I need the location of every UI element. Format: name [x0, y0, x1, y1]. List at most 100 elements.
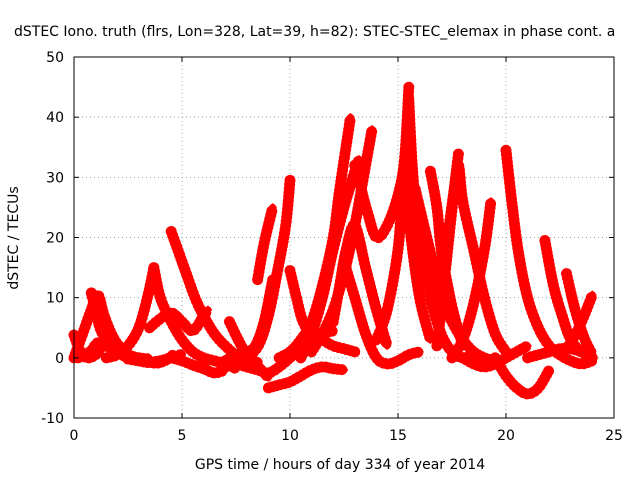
data-point-marker [577, 359, 586, 368]
series-arc-37 [522, 342, 588, 364]
data-point-marker [480, 353, 489, 362]
data-point-marker [480, 245, 489, 254]
data-point-marker [383, 305, 392, 314]
data-point-marker [383, 359, 392, 368]
y-tick-label: 20 [46, 231, 64, 247]
data-point-marker [404, 95, 413, 104]
data-point-marker [372, 335, 381, 344]
data-point-marker [361, 263, 370, 272]
data-point-marker [253, 365, 262, 374]
data-point-marker [296, 371, 305, 380]
series-arc-05 [100, 262, 160, 364]
data-point-marker [286, 176, 294, 185]
series-arc-23 [349, 81, 415, 244]
data-point-marker [188, 347, 197, 356]
data-point-marker [458, 353, 467, 362]
data-point-marker [577, 317, 586, 326]
y-tick-label: 10 [46, 291, 64, 307]
data-point-marker [534, 350, 543, 359]
series-arc-33 [489, 352, 555, 400]
series-plus-markers [500, 144, 598, 370]
data-point-marker [469, 299, 478, 308]
data-point-marker [350, 221, 359, 230]
data-point-marker [342, 245, 351, 254]
x-tick-label: 20 [497, 428, 515, 444]
data-point-marker [253, 275, 262, 284]
data-point-marker [113, 350, 122, 359]
data-point-marker [491, 329, 500, 338]
data-point-marker [469, 347, 478, 356]
data-point-marker [350, 347, 359, 356]
data-point-marker [502, 146, 510, 155]
series-arc-21 [327, 219, 393, 352]
data-point-marker [523, 353, 532, 362]
data-point-marker [273, 269, 282, 278]
data-point-marker [545, 365, 554, 374]
data-point-marker [74, 341, 83, 350]
data-point-marker [566, 344, 575, 353]
data-point-marker [340, 257, 348, 266]
series-arc-14 [252, 201, 279, 286]
x-tick-label: 5 [178, 428, 187, 444]
data-point-marker [93, 338, 102, 347]
data-point-marker [173, 245, 182, 254]
data-series [68, 81, 598, 400]
data-point-marker [329, 326, 338, 335]
series-arc-32 [500, 144, 598, 370]
data-point-marker [383, 341, 392, 350]
axis-ticks: 0 5 10 15 20 25 -10 0 10 20 30 40 50 [41, 50, 623, 444]
data-point-marker [361, 161, 370, 170]
series-arc-17 [262, 361, 350, 394]
data-point-marker [540, 236, 549, 245]
data-point-marker [335, 185, 344, 194]
data-point-marker [134, 356, 143, 365]
data-point-marker [260, 239, 269, 248]
data-point-marker [275, 362, 284, 371]
series-arc-22 [338, 256, 426, 370]
data-point-marker [298, 317, 307, 326]
data-point-marker [199, 364, 208, 373]
data-point-marker [458, 335, 467, 344]
data-point-marker [335, 281, 344, 290]
data-point-marker [368, 125, 377, 134]
data-point-marker [437, 305, 446, 314]
data-point-marker [450, 311, 459, 320]
data-point-marker [255, 338, 264, 347]
data-point-marker [178, 335, 186, 344]
data-point-marker [199, 311, 208, 320]
data-point-marker [394, 356, 402, 365]
x-tick-label: 15 [389, 428, 407, 444]
y-tick-label: 50 [46, 50, 64, 66]
data-point-marker [523, 293, 532, 302]
x-tick-label: 10 [281, 428, 299, 444]
data-point-marker [210, 356, 219, 365]
series-arc-15 [245, 174, 296, 361]
data-point-marker [102, 335, 111, 344]
data-point-marker [372, 305, 381, 314]
x-tick-label: 0 [70, 428, 79, 444]
data-point-marker [329, 341, 338, 350]
data-point-marker [156, 293, 165, 302]
data-point-marker [102, 353, 111, 362]
data-point-marker [178, 356, 186, 365]
data-point-marker [454, 149, 463, 158]
data-point-marker [340, 203, 348, 212]
data-point-marker [411, 185, 420, 194]
series-arc-29 [435, 159, 512, 358]
data-point-marker [242, 362, 251, 371]
data-point-marker [419, 221, 428, 230]
data-point-marker [357, 185, 366, 194]
data-point-marker [562, 269, 571, 278]
data-point-marker [415, 293, 424, 302]
data-point-marker [372, 353, 381, 362]
data-point-marker [450, 185, 459, 194]
data-point-marker [415, 347, 424, 356]
data-point-marker [178, 317, 186, 326]
data-point-marker [404, 83, 413, 92]
data-point-marker [232, 359, 240, 368]
data-point-marker [264, 311, 273, 320]
data-point-marker [234, 335, 243, 344]
data-point-marker [145, 323, 154, 332]
data-point-marker [486, 197, 495, 206]
